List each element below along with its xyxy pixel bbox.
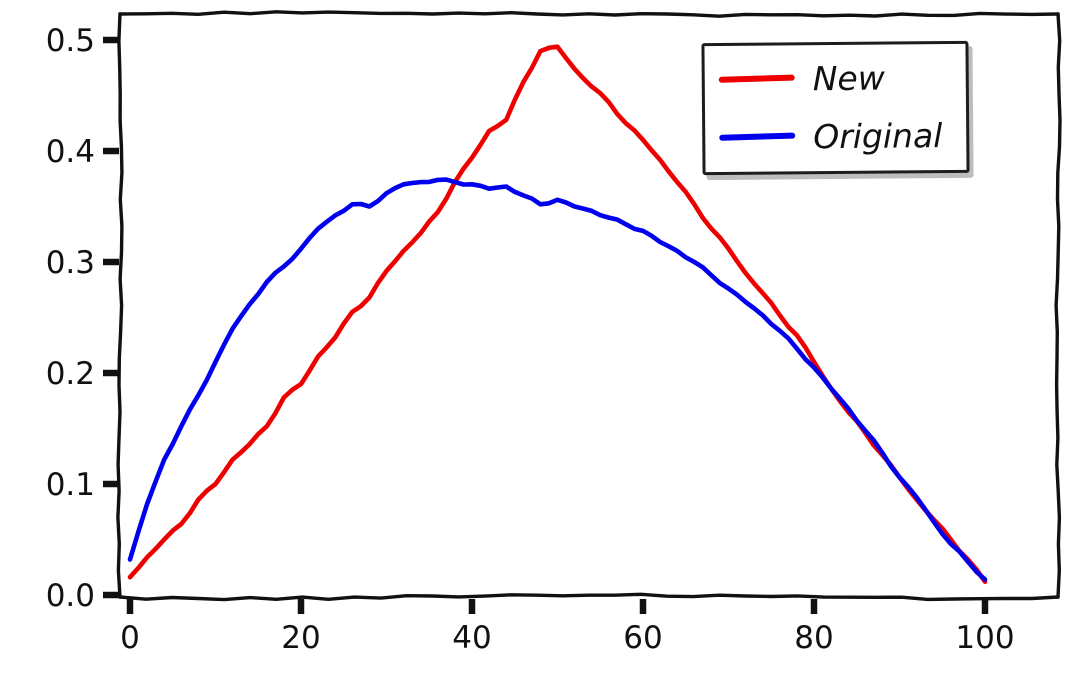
axis-spine-1 [116,12,124,599]
y-tick-label: 0.2 [46,356,95,392]
x-tick-label: 100 [955,620,1014,656]
x-tick-label: 60 [623,620,662,656]
legend-item-original: Original [719,110,943,162]
legend-label-new: New [812,58,885,98]
x-tick-label: 40 [452,620,491,656]
axis-spine-0 [118,592,1060,602]
y-tick-label: 0.1 [46,467,95,503]
legend: New Original [701,40,970,176]
axis-spine-3 [1054,12,1062,599]
y-tick-label: 0.0 [46,578,95,614]
legend-line-swatch-original [719,132,796,141]
series-line-original [127,177,988,582]
axis-spine-2 [118,10,1060,18]
legend-item-new: New [718,52,943,104]
x-tick-label: 80 [794,620,833,656]
y-tick-label: 0.5 [46,23,95,59]
legend-label-original: Original [813,115,943,156]
x-tick-label: 20 [281,620,320,656]
legend-line-swatch-new [718,74,795,83]
y-tick-label: 0.3 [46,245,95,281]
y-tick-label: 0.4 [46,134,95,170]
x-tick-label: 0 [120,620,140,656]
